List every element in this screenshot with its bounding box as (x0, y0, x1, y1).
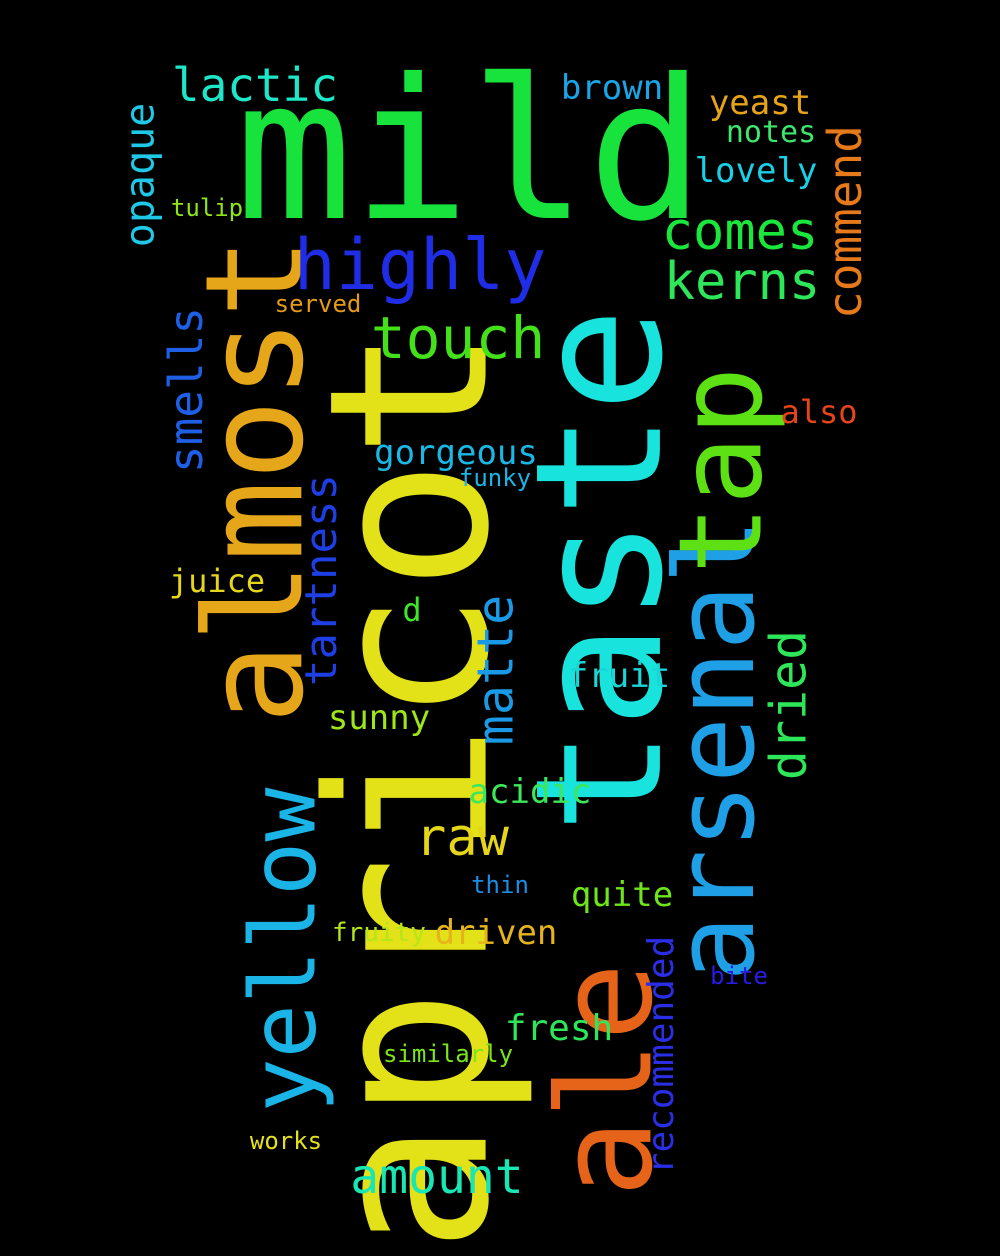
word-fresh: fresh (504, 1008, 614, 1049)
word-smells: smells (158, 306, 213, 474)
word-arsenal: arsenal (651, 518, 779, 982)
word-commend: commend (818, 125, 872, 319)
word-comes: comes (661, 202, 819, 262)
word-amount: amount (350, 1149, 524, 1205)
word-works: works (249, 1127, 323, 1155)
word-raw: raw (415, 808, 509, 868)
word-juice: juice (168, 562, 266, 600)
word-yeast: yeast (708, 83, 812, 123)
word-served: served (274, 290, 362, 318)
word-notes: notes (725, 115, 817, 150)
word-tulip: tulip (170, 194, 244, 222)
word-funky: funky (458, 464, 532, 492)
word-fruit: fruit (567, 656, 671, 696)
word-tartness: tartness (295, 474, 347, 686)
word-sunny: sunny (327, 698, 431, 738)
word-lovely: lovely (694, 151, 818, 191)
word-acidic: acidic (468, 772, 592, 812)
word-gorgeous: gorgeous (374, 433, 538, 473)
word-mild: mild (235, 36, 705, 264)
word-fruity: fruity (332, 918, 426, 948)
word-brown: brown (560, 68, 664, 108)
word-similarly: similarly (382, 1040, 514, 1068)
word-also: also (780, 393, 858, 431)
word-d: d (402, 591, 422, 629)
word-bite: bite (710, 962, 768, 990)
word-kerns: kerns (663, 252, 821, 312)
word-dried: dried (758, 629, 817, 781)
word-lactic: lactic (171, 58, 339, 112)
word-matte: matte (465, 594, 524, 746)
word-opaque: opaque (117, 102, 163, 248)
word-tap: tap (654, 366, 789, 574)
word-recommended: recommended (640, 935, 682, 1175)
word-touch: touch (370, 304, 546, 372)
word-quite: quite (570, 875, 674, 915)
word-driven: driven (434, 913, 558, 953)
word-yellow: yellow (231, 787, 337, 1113)
word-highly: highly (293, 224, 547, 306)
word-thin: thin (471, 871, 529, 899)
